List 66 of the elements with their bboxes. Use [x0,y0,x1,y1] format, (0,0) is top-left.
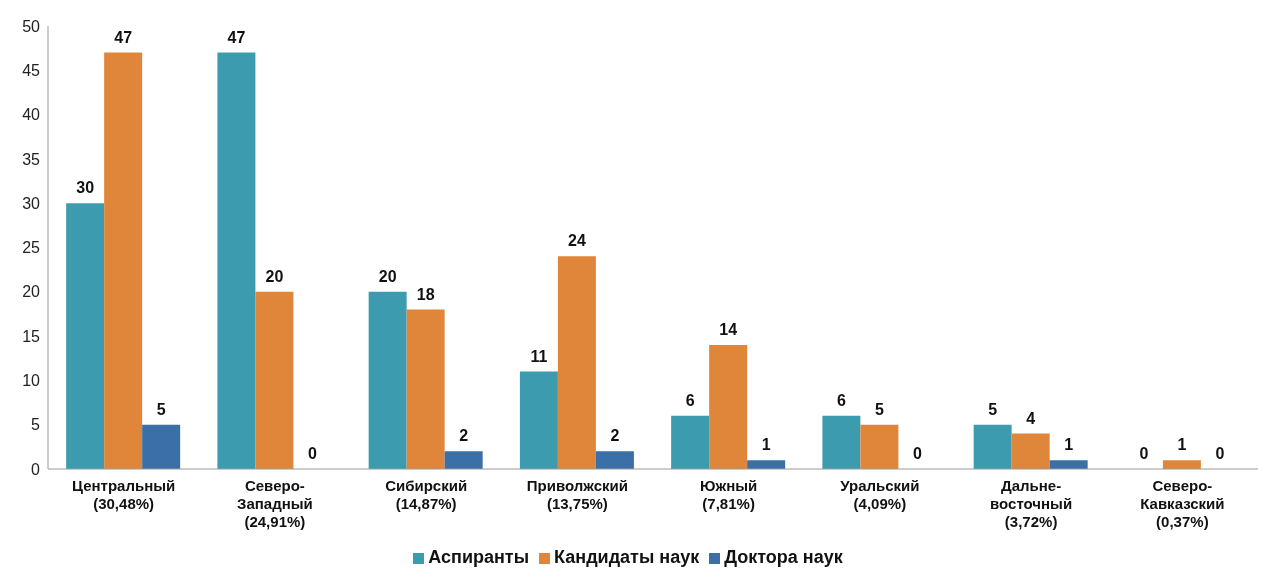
bar [595,451,634,469]
y-tick-label: 15 [22,327,41,345]
y-tick-label: 10 [22,372,41,390]
x-tick-label: Центральный (30,48%) [72,477,176,512]
y-tick-label: 40 [22,106,41,124]
data-label: 0 [1139,444,1149,462]
data-label: 20 [265,267,284,285]
data-label: 0 [1215,444,1225,462]
x-tick-label: Дальне- восточный (3,72%) [990,477,1073,530]
bar [1011,433,1050,469]
y-tick-label: 20 [22,283,41,301]
bar [142,424,181,469]
bar [709,344,748,469]
bar [406,309,445,469]
data-label: 2 [610,427,620,445]
data-label: 2 [459,427,469,445]
bar [1162,460,1201,469]
x-tick-label: Северо- Кавказский (0,37%) [1140,477,1225,530]
x-tick-label: Северо- Западный (24,91%) [236,477,313,530]
bar [557,256,596,469]
y-tick-label: 30 [22,194,41,212]
data-label: 30 [76,179,95,197]
bar [519,371,558,469]
legend-label: Аспиранты [428,547,530,567]
data-label: 6 [836,391,846,409]
bar [822,415,861,469]
bar [860,424,899,469]
x-tick-label: Приволжский (13,75%) [526,477,628,512]
y-tick-label: 50 [22,17,41,35]
bar [1049,460,1088,469]
data-label: 5 [874,400,884,418]
x-tick-label: Уральский (4,09%) [840,477,920,512]
bar [368,291,407,469]
y-tick-label: 0 [31,460,41,478]
bar [104,52,143,469]
bar [66,203,105,469]
data-label: 1 [761,436,771,454]
data-label: 0 [912,444,922,462]
data-label: 4 [1026,409,1036,427]
legend-label: Доктора наук [724,547,843,567]
data-label: 20 [378,267,397,285]
bar [255,291,294,469]
y-tick-label: 5 [31,416,41,434]
data-label: 6 [685,391,695,409]
data-label: 47 [227,28,246,46]
data-label: 18 [416,285,435,303]
legend-label: Кандидаты наук [554,547,700,567]
y-tick-label: 35 [22,150,41,168]
data-label: 5 [988,400,998,418]
data-label: 47 [114,28,133,46]
bar [747,460,786,469]
bar [444,451,483,469]
data-label: 1 [1177,436,1187,454]
data-label: 5 [156,400,166,418]
data-label: 14 [719,320,738,338]
data-label: 24 [568,232,586,250]
y-tick-label: 45 [22,61,41,79]
bar [973,424,1012,469]
bar [217,52,256,469]
bar [671,415,710,469]
x-tick-label: Южный (7,81%) [699,477,758,512]
x-tick-label: Сибирский (14,87%) [385,477,468,512]
data-label: 0 [307,444,317,462]
data-label: 11 [530,347,548,365]
y-tick-label: 25 [22,239,41,257]
data-label: 1 [1064,436,1074,454]
